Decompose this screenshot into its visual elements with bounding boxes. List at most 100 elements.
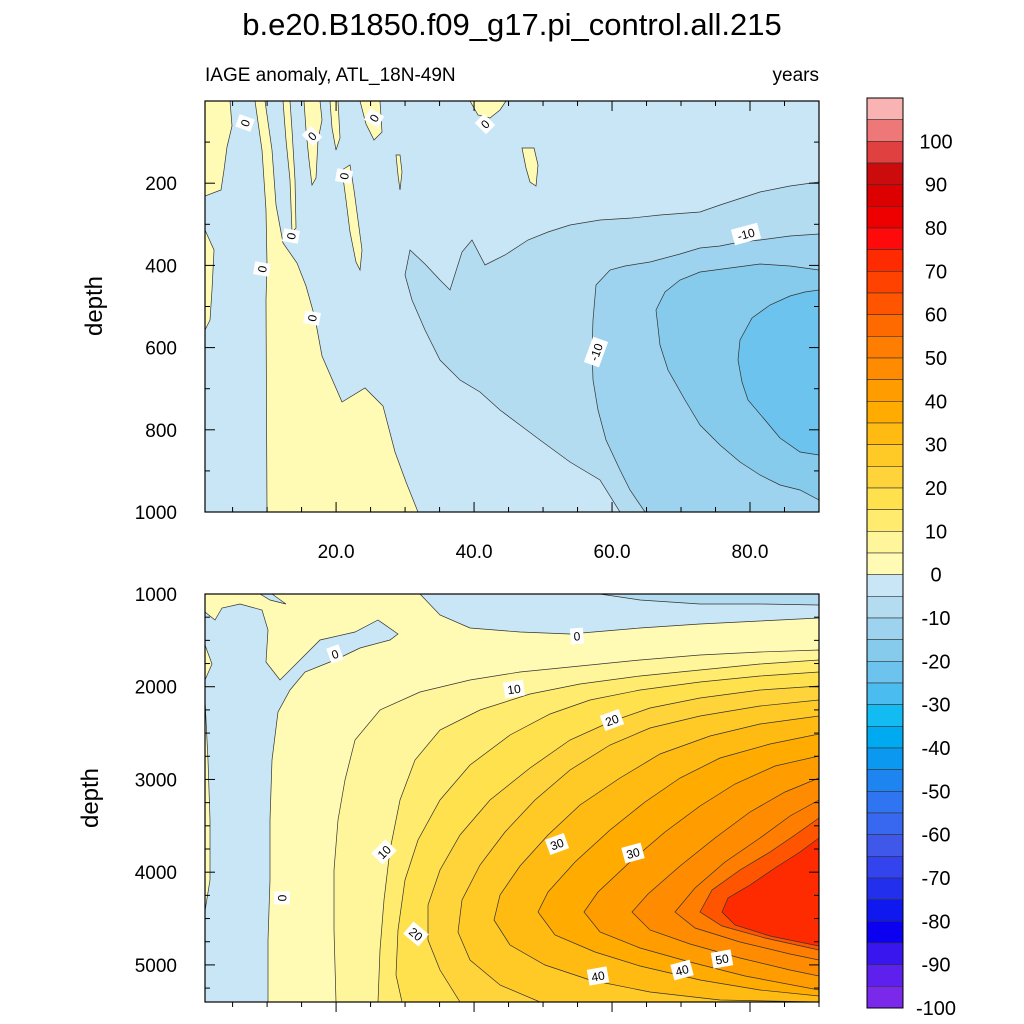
contour-label: 0 [569, 627, 585, 645]
contour-label-box [621, 842, 645, 864]
colorbar-swatch [866, 834, 904, 857]
contour-label-text: 0 [330, 647, 341, 663]
contour-label: 0 [301, 125, 323, 147]
colorbar-swatch [866, 877, 904, 900]
contour-label-text: 40 [674, 962, 691, 979]
y-tick-label: 5000 [135, 956, 177, 977]
colorbar-swatch [866, 141, 904, 164]
contour-label-box [403, 921, 429, 947]
contour-label: 30 [544, 833, 570, 855]
contour-label: 0 [334, 168, 354, 184]
contour-label-box [371, 839, 397, 865]
contour-label-box [274, 891, 290, 905]
colorbar-label: 40 [925, 391, 947, 413]
colorbar-swatch [866, 617, 904, 640]
colorbar-swatch [866, 747, 904, 770]
contour-label-box [544, 833, 570, 855]
colorbar-label: -80 [922, 911, 951, 933]
fill-level--25 [737, 289, 819, 456]
colorbar-label: 70 [925, 261, 947, 283]
contour-label-text: 0 [238, 117, 254, 128]
contour-label-text: 0 [276, 894, 290, 901]
colorbar: 1009080706050403020100-10-20-30-40-50-60… [866, 97, 956, 1020]
colorbar-frame [866, 97, 904, 1009]
lower-contour-fill [205, 594, 819, 1002]
contour-label-text: 0 [284, 231, 299, 240]
colorbar-swatch [866, 596, 904, 619]
fill-level--10 [599, 594, 819, 606]
contour-label-box [569, 627, 585, 645]
colorbar-label: 60 [925, 305, 947, 327]
colorbar-swatch [866, 552, 904, 575]
y-tick-label: 4000 [135, 863, 177, 884]
colorbar-swatch [866, 964, 904, 987]
x-tick-label: 80.0 [732, 542, 769, 563]
contour-label: -10 [730, 222, 762, 246]
contour-label: 0 [281, 228, 301, 244]
colorbar-swatch [866, 206, 904, 229]
colorbar-label: 30 [925, 435, 947, 457]
contour-label-box [252, 261, 272, 277]
colorbar-swatch [866, 336, 904, 359]
fill-level-0 [469, 101, 507, 119]
contour-label-box [502, 679, 526, 699]
colorbar-swatch [866, 791, 904, 814]
contour-label-box [670, 959, 694, 981]
contour-label-box [710, 949, 734, 969]
contour-label: 0 [474, 113, 496, 135]
contour-label: 0 [274, 891, 290, 905]
contour-label: 10 [502, 679, 526, 699]
colorbar-label: -70 [922, 868, 951, 890]
y-tick-label: 800 [145, 421, 177, 442]
colorbar-swatch [866, 639, 904, 662]
colorbar-swatch [866, 704, 904, 727]
contour-label-box [586, 966, 610, 986]
x-tick-label: 40.0 [456, 542, 493, 563]
y-tick-label: 600 [145, 339, 177, 360]
upper-y-axis-label: depth [81, 276, 108, 336]
contour-label-text: 10 [506, 682, 521, 698]
colorbar-label: -100 [916, 998, 956, 1020]
contour-label-text: 0 [337, 171, 352, 180]
upper-contour-fill [205, 101, 819, 512]
colorbar-swatch [866, 422, 904, 445]
colorbar-swatch [866, 444, 904, 467]
y-tick-label: 2000 [135, 678, 177, 699]
colorbar-label: 90 [925, 175, 947, 197]
colorbar-label: 10 [925, 521, 947, 543]
contour-label-text: 30 [549, 835, 567, 853]
colorbar-swatch [866, 227, 904, 250]
contour-label-text: 20 [604, 711, 622, 729]
y-tick-label: 3000 [135, 770, 177, 791]
contour-label-box [326, 644, 344, 664]
colorbar-swatch [866, 97, 904, 120]
contour-label-box [235, 114, 255, 132]
contour-label-box [301, 125, 323, 147]
lower-plot-frame [204, 593, 820, 1003]
contour-label-text: 0 [305, 313, 320, 322]
contour-label: 10 [371, 839, 397, 865]
contour-label-text: -10 [587, 341, 606, 362]
colorbar-label: -90 [922, 955, 951, 977]
lower-panel: depth 1000 2000 3000 4000 5000 0 0 0 10 10 20 20 30… [77, 585, 820, 1003]
contour-label-box [363, 108, 385, 128]
fill-level-0 [282, 101, 297, 233]
contour-label-box [474, 113, 496, 135]
colorbar-swatch [866, 487, 904, 510]
fill-level-0 [395, 154, 403, 191]
colorbar-label: -30 [922, 695, 951, 717]
colorbar-swatch [866, 466, 904, 489]
colorbar-swatch [866, 661, 904, 684]
contour-label-box [599, 709, 625, 731]
colorbar-swatch [866, 856, 904, 879]
lower-contour-labels: 0 0 0 10 10 20 20 30 30 40 40 50 [274, 627, 734, 986]
contour-label-box [583, 336, 609, 368]
colorbar-label: -40 [922, 738, 951, 760]
contour-label-box [334, 168, 354, 184]
colorbar-swatch [866, 531, 904, 554]
colorbar-swatch [866, 574, 904, 597]
colorbar-swatch [866, 682, 904, 705]
y-tick-label: 400 [145, 256, 177, 277]
colorbar-swatch [866, 921, 904, 944]
units-label: years [773, 65, 819, 86]
